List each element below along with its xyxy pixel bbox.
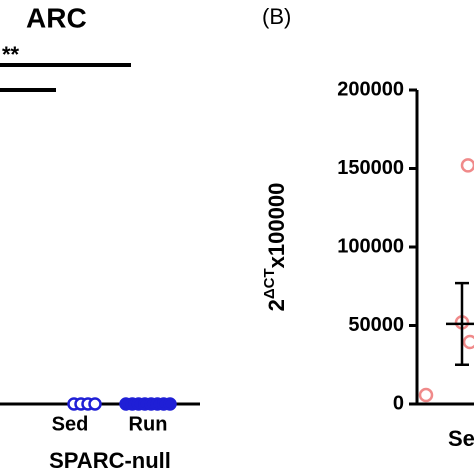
significance: **: [2, 42, 20, 67]
data-point: [88, 397, 102, 411]
data-point: [418, 387, 434, 403]
panel-title: ARC: [26, 2, 87, 33]
data-point: [462, 334, 474, 350]
data-point: [163, 397, 177, 411]
y-tick-label: 200000: [337, 78, 404, 100]
panel-title: (B): [262, 4, 291, 29]
data-point: [460, 158, 474, 173]
x-tick-label: Sed: [52, 413, 89, 435]
y-axis-label: 2ΔCTx100000: [261, 183, 289, 312]
y-label-sup: ΔCT: [261, 268, 278, 299]
y-tick-label: 100000: [337, 235, 404, 257]
y-label-suffix: x100000: [264, 183, 289, 269]
x-tick-label: Run: [129, 413, 168, 435]
group-label: SPARC-null: [49, 448, 171, 473]
x-tick-label: Se: [448, 426, 474, 451]
y-tick-label: 50000: [348, 314, 404, 336]
y-tick-label: 150000: [337, 157, 404, 179]
y-label-base: 2: [264, 299, 289, 311]
y-tick-label: 0: [393, 392, 404, 414]
